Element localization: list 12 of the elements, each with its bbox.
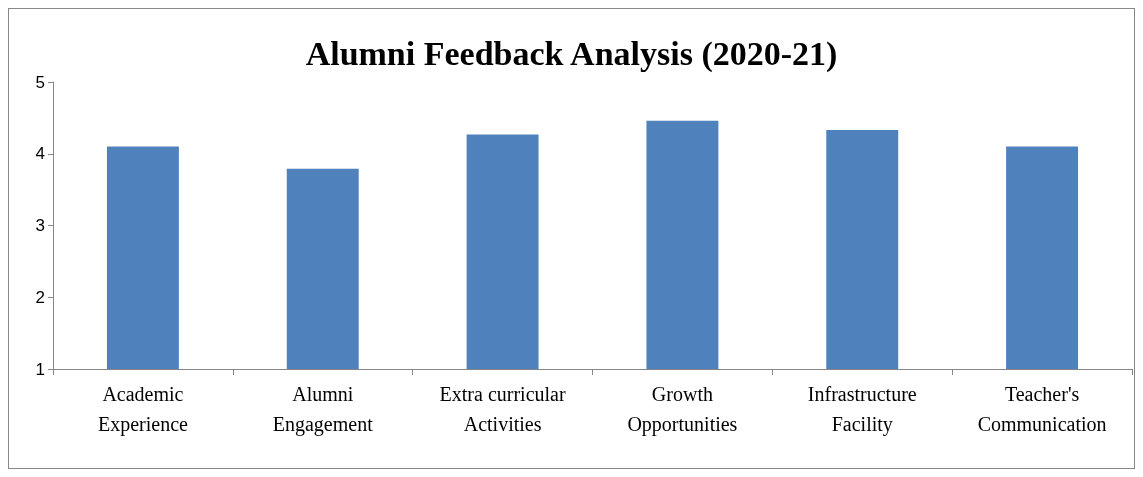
- x-tick-label: Extra curricular Activities: [439, 383, 566, 435]
- x-tick-label: Growth Opportunities: [627, 383, 738, 436]
- y-tick-label: 2: [35, 287, 45, 307]
- y-tick-label: 3: [35, 216, 45, 235]
- y-tick-label: 5: [35, 72, 45, 92]
- x-tick-label: Teacher's Communication: [977, 383, 1107, 435]
- chart-title: Alumni Feedback Analysis (2020-21): [305, 34, 838, 73]
- y-tick-label: 1: [35, 359, 45, 379]
- x-tick-label: Academic Experience: [97, 383, 188, 436]
- x-tick-label: Infrastructure Facility: [807, 383, 917, 436]
- y-tick-label: 4: [35, 144, 45, 164]
- x-tick-label: Alumni Engagement: [272, 383, 374, 436]
